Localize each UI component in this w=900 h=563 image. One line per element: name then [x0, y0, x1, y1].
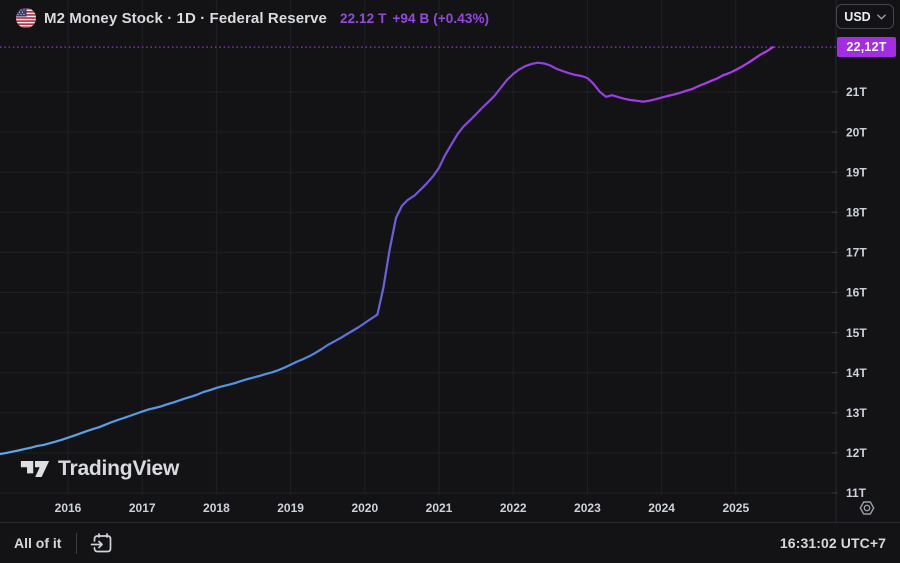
range-label: All of it [14, 535, 62, 551]
calendar-goto-icon [91, 533, 112, 553]
time-axis-label: 2018 [203, 501, 230, 515]
us-flag-icon [16, 8, 36, 28]
price-axis-label: 18T [846, 206, 867, 220]
price-change: +94 B (+0.43%) [392, 10, 490, 26]
time-axis-label: 2023 [574, 501, 601, 515]
time-scale[interactable] [0, 495, 836, 522]
price-axis-label: 21T [846, 85, 867, 99]
timezone-button[interactable]: 16:31:02 UTC+7 [779, 535, 886, 551]
price-scale[interactable] [836, 0, 900, 522]
time-axis-label: 2024 [648, 501, 675, 515]
price-axis-label: 16T [846, 286, 867, 300]
time-axis-label: 2016 [55, 501, 82, 515]
m2-series-line [0, 46, 774, 456]
chevron-down-icon [876, 13, 886, 20]
tradingview-logo[interactable]: TradingView [20, 457, 179, 481]
symbol-title[interactable]: M2 Money Stock · 1D · Federal Reserve [44, 9, 327, 27]
axis-labels: 2016 2017 2018 2019 2020 2021 2022 2023 2024 2025… [55, 85, 868, 515]
price-axis-label: 11T [846, 486, 867, 500]
current-price-axis-label: 22,12T [837, 37, 896, 58]
time-axis-label: 2020 [351, 501, 378, 515]
scale-settings-icon[interactable] [856, 497, 878, 519]
time-axis-label: 2025 [722, 501, 749, 515]
price-axis-label: 19T [846, 165, 867, 179]
price-axis-label: 20T [846, 125, 867, 139]
toolbar-divider [76, 532, 78, 554]
last-price: 22.12 T [339, 10, 387, 26]
time-axis-label: 2021 [426, 501, 453, 515]
price-axis-label: 14T [846, 366, 867, 380]
last-price-and-change: 22.12 T +94 B (+0.43%) [340, 11, 489, 26]
currency-selector-button[interactable]: USD [836, 4, 894, 29]
price-axis-label: 12T [846, 446, 867, 460]
goto-date-button[interactable] [90, 531, 114, 555]
tradingview-logo-text: TradingView [58, 457, 180, 480]
price-axis-label: 15T [846, 326, 867, 340]
time-axis-label: 2022 [500, 501, 527, 515]
bottom-toolbar: All of it 16:31:02 UTC+7 [0, 522, 900, 563]
chart-header: M2 Money Stock · 1D · Federal Reserve 22… [16, 7, 489, 29]
currency-label: USD [844, 9, 871, 24]
tradingview-mark-icon [20, 461, 50, 477]
time-axis-label: 2017 [129, 501, 156, 515]
price-axis-label: 13T [846, 406, 867, 420]
price-axis-label: 17T [846, 246, 867, 260]
time-axis-label: 2019 [277, 501, 304, 515]
grid [0, 0, 836, 495]
